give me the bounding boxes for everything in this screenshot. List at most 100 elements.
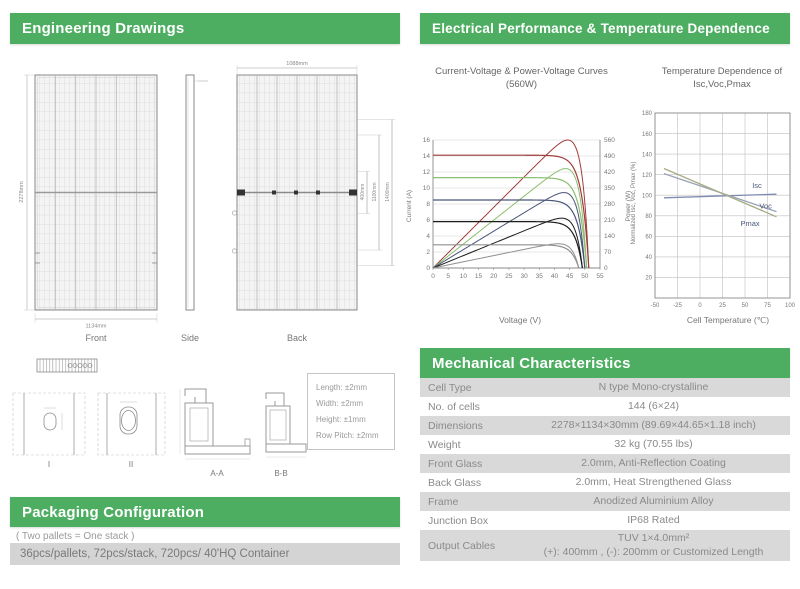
series-label-Voc: Voc: [759, 202, 772, 211]
spec-row-output-cables: Output Cables TUV 1×4.0mm² (+): 400mm , (-…: [420, 530, 790, 562]
iv-curve-chart: Current (A) Power (W) 0 2 4 6 8 10 12 14 16 0 70 14…: [406, 137, 632, 280]
tick-label: 2: [426, 249, 430, 256]
spec-value: TUV 1×4.0mm² (+): 400mm , (-): 200mm or C…: [517, 530, 790, 561]
spec-label: Dimensions: [428, 419, 483, 432]
iv-ylabel-left: Current (A): [406, 190, 413, 222]
detail-i-caption: I: [48, 460, 50, 469]
side-view: Side: [181, 74, 208, 343]
spec-row-cell-type: Cell Type N type Mono-crystalline: [420, 378, 790, 397]
iv-chart-title: Current-Voltage & Power-Voltage Curves (…: [435, 66, 608, 90]
tick-label: 14: [423, 153, 431, 160]
spec-value: 2.0mm, Anti-Reflection Coating: [581, 456, 726, 469]
temperature-dependence-chart: Normalized Isc, Voc, Pmax (%) 20 40 60 80 10…: [631, 111, 796, 309]
electrical-performance-header: Electrical Performance & Temperature Dep…: [420, 13, 790, 44]
series-label-Isc: Isc: [752, 181, 762, 190]
series-label-Pmax: Pmax: [741, 219, 760, 228]
spec-label: Front Glass: [428, 457, 483, 470]
tick-label: 16: [423, 137, 431, 144]
temp-ylabel: Normalized Isc, Voc, Pmax (%): [631, 162, 637, 245]
tolerance-row-pitch: Row Pitch: ±2mm: [316, 430, 379, 440]
section-bb-caption: B-B: [274, 469, 287, 478]
temp-line-Pmax: [663, 167, 777, 218]
spec-row-back-glass: Back Glass 2.0mm, Heat Strengthened Glass: [420, 473, 790, 492]
packaging-detail-bar: 36pcs/pallets, 72pcs/stack, 720pcs/ 40'H…: [10, 543, 400, 565]
temp-line-Isc: [663, 193, 777, 199]
tick-label: 25: [719, 303, 726, 309]
front-width-dim: 1134mm: [86, 324, 107, 330]
tick-label: 5: [446, 273, 450, 280]
spec-row-weight: Weight 32 kg (70.55 lbs): [420, 435, 790, 454]
tick-label: 25: [505, 273, 513, 280]
mechanical-characteristics-table: Cell Type N type Mono-crystalline No. of c…: [420, 378, 790, 562]
tick-label: 50: [742, 303, 749, 309]
tick-label: 490: [604, 153, 615, 160]
back-view: 1088mm 400mm 1100mm 1400: [232, 61, 395, 343]
tick-label: 280: [604, 201, 615, 208]
tick-label: 160: [642, 132, 653, 138]
spec-value: Anodized Aluminium Alloy: [593, 494, 714, 507]
tick-label: 40: [551, 273, 559, 280]
tick-label: 60: [645, 235, 652, 241]
spec-row-frame: Frame Anodized Aluminium Alloy: [420, 492, 790, 511]
tick-label: 6: [426, 217, 430, 224]
tick-label: 100: [785, 303, 796, 309]
spec-value: IP68 Rated: [627, 513, 680, 526]
section-aa-caption: A-A: [210, 469, 224, 478]
tick-label: 120: [642, 173, 653, 179]
tick-label: 0: [604, 265, 608, 272]
spec-row-dimensions: Dimensions 2278×1134×30mm (89.69×44.65×1.…: [420, 416, 790, 435]
tick-label: 4: [426, 233, 430, 240]
spec-label: Cell Type: [428, 381, 472, 394]
spec-value: 2.0mm, Heat Strengthened Glass: [575, 475, 732, 488]
tick-label: 140: [604, 233, 615, 240]
packaging-configuration-title: Packaging Configuration: [22, 503, 205, 521]
tick-label: 15: [475, 273, 483, 280]
mounting-detail-ii: II: [97, 392, 166, 469]
tick-label: 80: [645, 214, 652, 220]
packaging-configuration-header: Packaging Configuration: [10, 497, 400, 527]
tick-label: -50: [651, 303, 660, 309]
tick-label: 20: [645, 276, 652, 282]
iv-xlabel: Voltage (V): [498, 315, 542, 325]
front-caption: Front: [85, 333, 107, 343]
mechanical-characteristics-header: Mechanical Characteristics: [420, 348, 790, 378]
axes: [654, 112, 791, 299]
back-dim-1100: 1100mm: [372, 182, 378, 201]
spec-label: Junction Box: [428, 514, 489, 527]
spec-value: N type Mono-crystalline: [598, 380, 709, 393]
spec-value-line2: (+): 400mm , (-): 200mm or Customized Le…: [543, 545, 764, 558]
mounting-details: I II A-A B-B: [12, 358, 307, 478]
pv-curve-pair4: [432, 217, 583, 269]
spec-value: 144 (6×24): [627, 399, 680, 412]
engineering-drawings-title: Engineering Drawings: [22, 20, 185, 37]
pv-curve-pair5: [432, 243, 580, 269]
iv-curve-pair3: [433, 199, 586, 269]
tick-label: 0: [431, 273, 435, 280]
tolerance-box: Length: ±2mm Width: ±2mm Height: ±1mm Ro…: [307, 373, 395, 450]
spec-label: Back Glass: [428, 476, 482, 489]
packaging-detail: 36pcs/pallets, 72pcs/stack, 720pcs/ 40'H…: [20, 548, 290, 560]
temp-chart-title: Temperature Dependence of Isc,Voc,Pmax: [661, 66, 783, 90]
tick-label: 180: [642, 111, 653, 117]
tick-label: 30: [520, 273, 528, 280]
tick-label: 10: [423, 185, 431, 192]
tick-label: 560: [604, 137, 615, 144]
spec-label: Output Cables: [428, 539, 496, 552]
packaging-note: ( Two pallets = One stack ): [16, 531, 135, 542]
tick-label: -25: [673, 303, 682, 309]
tick-label: 70: [604, 249, 612, 256]
tick-label: 20: [490, 273, 498, 280]
spec-label: Weight: [428, 438, 461, 451]
pv-curve-pair2: [432, 168, 588, 269]
spec-value: 32 kg (70.55 lbs): [614, 437, 693, 450]
pv-curve-pair1: [432, 139, 590, 269]
engineering-drawings-header: Engineering Drawings: [10, 13, 400, 44]
tick-label: 50: [581, 273, 589, 280]
front-height-dim: 2278mm: [19, 181, 25, 203]
spec-label: No. of cells: [428, 400, 480, 413]
iv-curve-pair1: [433, 154, 590, 269]
frame-bar-top-view: [36, 358, 98, 373]
tolerance-height: Height: ±1mm: [316, 414, 366, 424]
iv-ylabel-right: Power (W): [625, 191, 632, 222]
